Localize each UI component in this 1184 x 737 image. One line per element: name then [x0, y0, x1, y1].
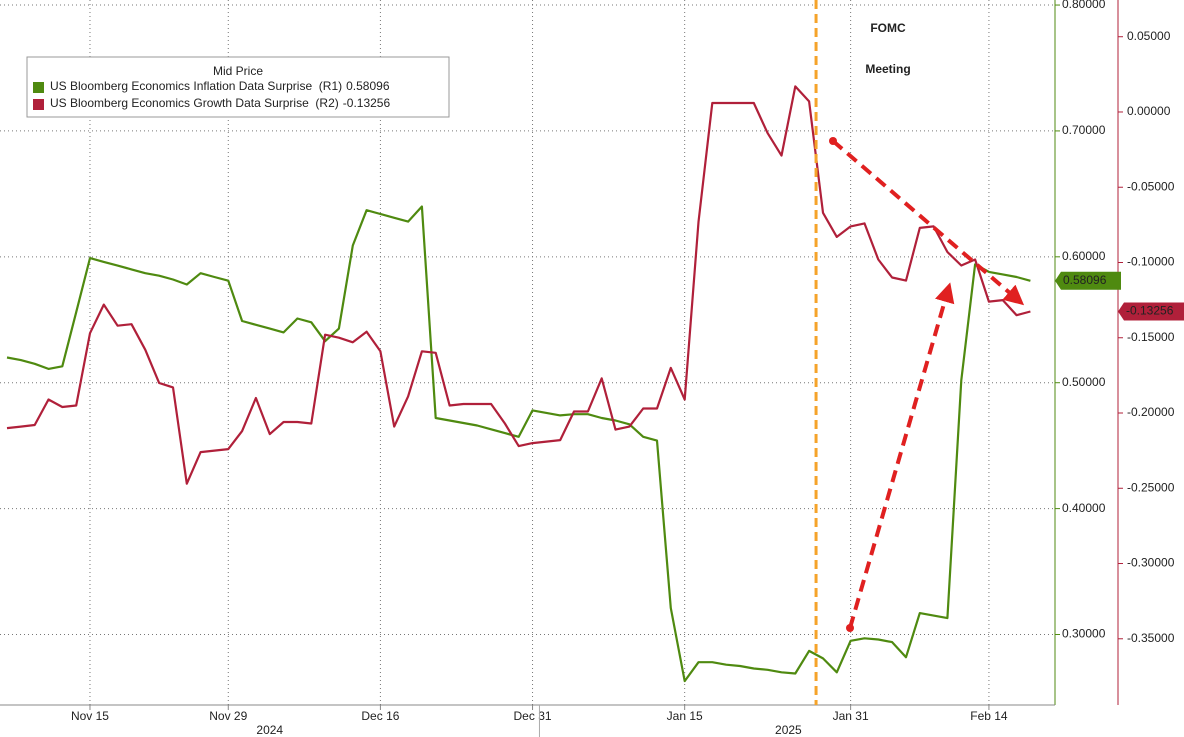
- legend-value: -0.13256: [343, 96, 391, 110]
- y2-tick-label: -0.25000: [1127, 480, 1175, 494]
- x-tick-label: Feb 14: [970, 709, 1008, 723]
- y2-tick-label: -0.30000: [1127, 556, 1175, 570]
- y2-tick-label: 0.05000: [1127, 29, 1171, 43]
- legend-label: US Bloomberg Economics Inflation Data Su…: [50, 79, 342, 93]
- last-value-label: 0.58096: [1063, 273, 1107, 287]
- x-tick-label: Dec 16: [361, 709, 399, 723]
- last-value-label: -0.13256: [1126, 304, 1174, 318]
- y-tick-label: 0.50000: [1062, 375, 1106, 389]
- y2-tick-label: -0.10000: [1127, 255, 1175, 269]
- last-value-tag: [1118, 302, 1184, 321]
- y2-tick-label: -0.05000: [1127, 179, 1175, 193]
- legend: Mid Price: [26, 56, 450, 118]
- annotation-text: FOMC: [870, 21, 906, 35]
- x-tick-label: Jan 15: [667, 709, 703, 723]
- y2-tick-label: -0.15000: [1127, 330, 1175, 344]
- arrows: [829, 137, 1025, 632]
- y2-tick-label: -0.35000: [1127, 631, 1175, 645]
- y-tick-label: 0.30000: [1062, 627, 1106, 641]
- x-group-label: 2025: [775, 723, 802, 737]
- x-tick-label: Nov 15: [71, 709, 109, 723]
- y-tick-label: 0.60000: [1062, 249, 1106, 263]
- y2-tick-label: 0.00000: [1127, 104, 1171, 118]
- legend-value: 0.58096: [346, 79, 390, 93]
- legend-box: [26, 56, 450, 118]
- annotation-text: Meeting: [865, 62, 910, 76]
- series-line: [6, 205, 1031, 683]
- arrow: [831, 139, 1025, 306]
- x-tick-label: Dec 31: [514, 709, 552, 723]
- plot-area: [0, 0, 1055, 705]
- y-tick-label: 0.70000: [1062, 123, 1106, 137]
- legend-swatch: [33, 99, 44, 110]
- series-line: [6, 85, 1031, 485]
- arrow: [848, 282, 955, 629]
- y-tick-label: 0.40000: [1062, 501, 1106, 515]
- last-value-tag: [1055, 271, 1121, 290]
- x-tick-label: Nov 29: [209, 709, 247, 723]
- y2-tick-label: -0.20000: [1127, 405, 1175, 419]
- legend-swatch: [33, 82, 44, 93]
- legend-title: Mid Price: [213, 64, 263, 78]
- x-group-label: 2024: [256, 723, 283, 737]
- x-tick-label: Jan 31: [833, 709, 869, 723]
- y-tick-label: 0.80000: [1062, 0, 1106, 11]
- legend-label: US Bloomberg Economics Growth Data Surpr…: [50, 96, 339, 110]
